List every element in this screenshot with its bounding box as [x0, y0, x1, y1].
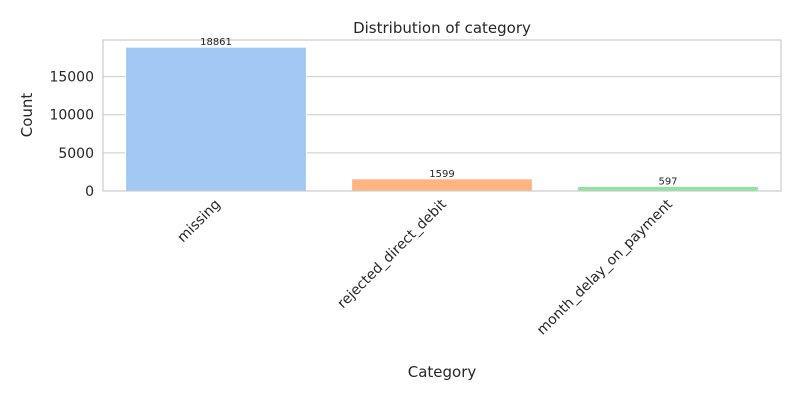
bar-value-labels: 18861 1599 597 — [200, 37, 677, 187]
y-tick-label: 10000 — [49, 108, 94, 124]
bar-value-label: 1599 — [429, 169, 454, 180]
plot-frame — [102, 39, 782, 192]
y-tick-labels: 0 5000 10000 15000 — [49, 70, 94, 200]
y-tick-label: 5000 — [58, 146, 94, 162]
x-tick-labels: missing rejected_direct_debit month_delay_… — [174, 196, 676, 338]
bar-value-label: 18861 — [200, 37, 232, 48]
x-tick-label: missing — [174, 197, 223, 246]
x-tick-label: month_delay_on_payment — [534, 196, 676, 338]
y-tick-label: 0 — [85, 184, 94, 200]
y-axis-label: Count — [18, 93, 36, 138]
x-tick-label: rejected_direct_debit — [335, 196, 451, 312]
bar-rejected-direct-debit — [351, 178, 533, 192]
x-axis-label: Category — [408, 363, 477, 381]
y-tick-label: 15000 — [49, 70, 94, 86]
bar-value-label: 597 — [658, 176, 677, 187]
bar-missing — [125, 46, 307, 192]
chart-title: Distribution of category — [353, 19, 531, 37]
